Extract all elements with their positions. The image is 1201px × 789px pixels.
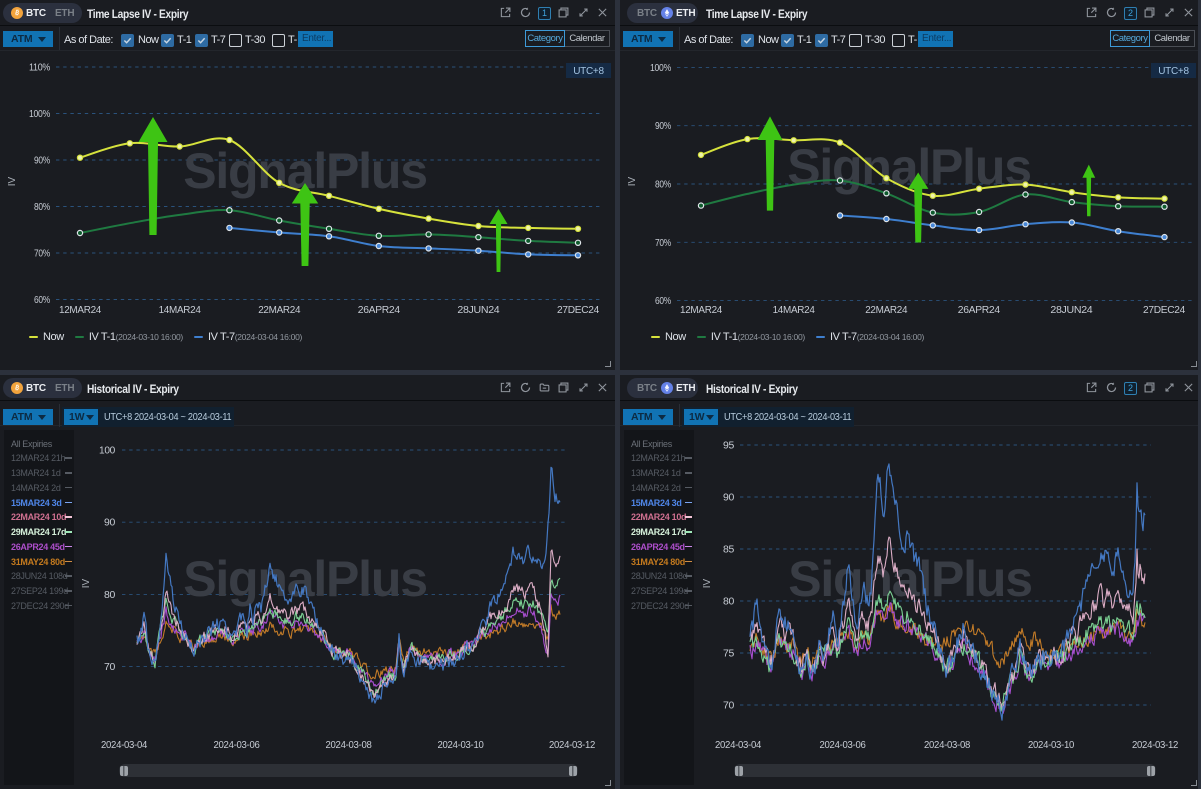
svg-text:60%: 60% (34, 295, 50, 306)
svg-text:70%: 70% (34, 249, 50, 260)
svg-text:2024-03-12: 2024-03-12 (549, 740, 596, 751)
svg-text:26APR24: 26APR24 (358, 305, 401, 316)
svg-text:90: 90 (104, 518, 116, 529)
svg-text:28JUN24: 28JUN24 (457, 305, 500, 316)
svg-text:2024-03-04: 2024-03-04 (101, 740, 148, 751)
svg-text:70: 70 (723, 701, 735, 712)
svg-text:70: 70 (104, 662, 116, 673)
svg-text:2024-03-10: 2024-03-10 (438, 740, 485, 751)
svg-text:UTC+8: UTC+8 (573, 66, 604, 77)
svg-text:2024-03-10: 2024-03-10 (1028, 740, 1075, 751)
svg-text:2024-03-06: 2024-03-06 (214, 740, 261, 751)
svg-text:2024-03-04: 2024-03-04 (715, 740, 762, 751)
svg-text:95: 95 (723, 441, 735, 452)
svg-text:SignalPlus: SignalPlus (788, 551, 1032, 607)
svg-text:SignalPlus: SignalPlus (183, 551, 427, 607)
svg-text:2024-03-08: 2024-03-08 (326, 740, 373, 751)
svg-text:22MAR24: 22MAR24 (865, 305, 908, 316)
svg-text:80: 80 (723, 597, 735, 608)
svg-text:80: 80 (104, 590, 116, 601)
svg-text:2024-03-08: 2024-03-08 (924, 740, 971, 751)
svg-text:80%: 80% (655, 180, 671, 191)
svg-text:90: 90 (723, 493, 735, 504)
svg-text:90%: 90% (34, 156, 50, 167)
svg-text:14MAR24: 14MAR24 (159, 305, 202, 316)
svg-text:90%: 90% (655, 121, 671, 132)
svg-text:100: 100 (99, 446, 116, 457)
svg-text:27DEC24: 27DEC24 (1143, 305, 1186, 316)
svg-text:110%: 110% (29, 63, 50, 74)
svg-text:80%: 80% (34, 202, 50, 213)
svg-text:26APR24: 26APR24 (958, 305, 1001, 316)
svg-text:85: 85 (723, 545, 735, 556)
svg-text:14MAR24: 14MAR24 (773, 305, 816, 316)
svg-text:28JUN24: 28JUN24 (1050, 305, 1093, 316)
svg-text:22MAR24: 22MAR24 (258, 305, 301, 316)
svg-text:60%: 60% (655, 296, 671, 307)
svg-text:100%: 100% (650, 63, 671, 74)
svg-text:100%: 100% (29, 109, 50, 120)
svg-text:70%: 70% (655, 238, 671, 249)
svg-text:12MAR24: 12MAR24 (59, 305, 102, 316)
svg-text:2024-03-12: 2024-03-12 (1132, 740, 1179, 751)
svg-text:UTC+8: UTC+8 (1158, 66, 1189, 77)
svg-text:12MAR24: 12MAR24 (680, 305, 723, 316)
svg-text:75: 75 (723, 649, 735, 660)
svg-text:2024-03-06: 2024-03-06 (820, 740, 867, 751)
svg-text:SignalPlus: SignalPlus (787, 139, 1031, 195)
svg-text:27DEC24: 27DEC24 (557, 305, 600, 316)
